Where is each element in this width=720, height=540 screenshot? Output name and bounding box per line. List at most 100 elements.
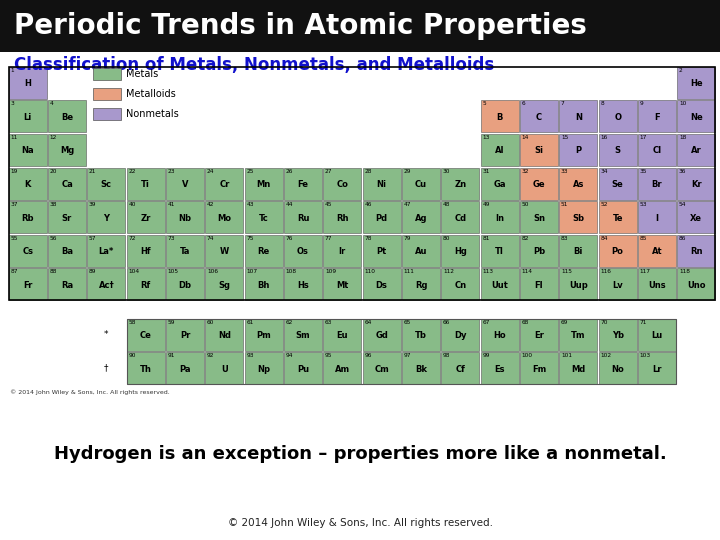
Bar <box>481 319 518 350</box>
Text: Ga: Ga <box>493 180 506 189</box>
Bar <box>559 134 597 166</box>
Text: 75: 75 <box>246 235 254 241</box>
Bar <box>481 134 518 166</box>
Text: 10: 10 <box>679 102 686 106</box>
Text: 40: 40 <box>128 202 136 207</box>
Text: Lv: Lv <box>612 281 623 290</box>
Bar <box>245 268 282 300</box>
Bar <box>481 167 518 199</box>
Text: Y: Y <box>104 214 109 222</box>
Text: 4: 4 <box>50 102 53 106</box>
Text: 78: 78 <box>364 235 372 241</box>
Text: P: P <box>575 146 581 156</box>
Text: 117: 117 <box>639 269 651 274</box>
Bar <box>323 268 361 300</box>
Bar <box>166 201 204 233</box>
Text: H: H <box>24 79 31 88</box>
Text: 84: 84 <box>600 235 608 241</box>
Text: Ra: Ra <box>61 281 73 290</box>
Text: © 2014 John Wiley & Sons, Inc. All rights reserved.: © 2014 John Wiley & Sons, Inc. All right… <box>228 518 492 528</box>
Text: 56: 56 <box>50 235 57 241</box>
Text: 59: 59 <box>168 320 175 325</box>
Text: Rg: Rg <box>415 281 427 290</box>
Bar <box>284 167 322 199</box>
Text: Fr: Fr <box>23 281 32 290</box>
Text: 36: 36 <box>679 168 686 173</box>
Text: Au: Au <box>415 247 427 256</box>
Text: Ca: Ca <box>61 180 73 189</box>
Text: 53: 53 <box>639 202 647 207</box>
Text: 30: 30 <box>443 168 451 173</box>
Text: 68: 68 <box>521 320 529 325</box>
Text: Ac†: Ac† <box>99 281 114 290</box>
Text: 72: 72 <box>128 235 136 241</box>
Text: Sb: Sb <box>572 214 585 222</box>
Text: Ne: Ne <box>690 113 703 122</box>
Text: Dy: Dy <box>454 331 467 340</box>
Text: 76: 76 <box>286 235 293 241</box>
Text: Ce: Ce <box>140 331 152 340</box>
Text: Tc: Tc <box>258 214 269 222</box>
Text: †: † <box>104 364 109 373</box>
Text: 31: 31 <box>482 168 490 173</box>
Bar <box>481 100 518 132</box>
Text: 71: 71 <box>639 320 647 325</box>
Bar <box>127 235 165 267</box>
Text: Metalloids: Metalloids <box>126 89 176 99</box>
Bar <box>481 235 518 267</box>
Bar <box>166 319 204 350</box>
Text: Sr: Sr <box>62 214 72 222</box>
Text: 88: 88 <box>50 269 57 274</box>
Text: Gd: Gd <box>375 331 388 340</box>
Bar <box>245 319 282 350</box>
Text: Uno: Uno <box>687 281 706 290</box>
Text: 97: 97 <box>404 353 411 358</box>
Text: Ar: Ar <box>691 146 702 156</box>
Text: 18: 18 <box>679 135 686 140</box>
Text: 28: 28 <box>364 168 372 173</box>
Bar <box>48 268 86 300</box>
Bar <box>245 352 282 384</box>
Bar <box>599 134 636 166</box>
Bar <box>402 268 440 300</box>
Bar <box>599 235 636 267</box>
Text: Nd: Nd <box>218 331 231 340</box>
Text: Co: Co <box>336 180 348 189</box>
Bar <box>638 319 676 350</box>
Text: 33: 33 <box>561 168 569 173</box>
Bar <box>402 319 440 350</box>
Text: Os: Os <box>297 247 309 256</box>
Text: 21: 21 <box>89 168 96 173</box>
Text: Nonmetals: Nonmetals <box>126 109 179 119</box>
Text: Bi: Bi <box>574 247 583 256</box>
Bar <box>559 201 597 233</box>
Text: Pt: Pt <box>377 247 387 256</box>
Text: 12: 12 <box>50 135 57 140</box>
Bar <box>638 268 676 300</box>
Bar <box>127 352 165 384</box>
Text: Cn: Cn <box>454 281 467 290</box>
Bar <box>323 319 361 350</box>
Bar <box>599 319 636 350</box>
Bar <box>87 201 125 233</box>
Bar <box>599 268 636 300</box>
Text: 85: 85 <box>639 235 647 241</box>
Bar <box>48 100 86 132</box>
Text: 83: 83 <box>561 235 569 241</box>
Text: 79: 79 <box>404 235 411 241</box>
Text: 50: 50 <box>521 202 529 207</box>
Bar <box>638 167 676 199</box>
Text: 26: 26 <box>286 168 293 173</box>
Text: Sc: Sc <box>101 180 112 189</box>
Bar <box>481 201 518 233</box>
Bar <box>441 201 480 233</box>
Text: Ag: Ag <box>415 214 427 222</box>
Text: K: K <box>24 180 31 189</box>
Bar <box>87 167 125 199</box>
Bar <box>323 201 361 233</box>
Text: As: As <box>572 180 584 189</box>
Text: 8: 8 <box>600 102 604 106</box>
Text: 54: 54 <box>679 202 686 207</box>
Text: 14: 14 <box>521 135 529 140</box>
Bar <box>520 268 558 300</box>
